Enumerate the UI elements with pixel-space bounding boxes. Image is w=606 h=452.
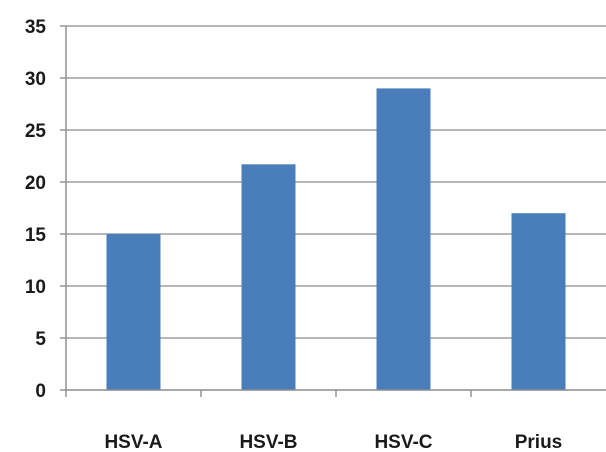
bars	[106, 88, 566, 391]
x-axis-category-labels: HSV-A HSV-B HSV-C Prius	[104, 432, 562, 452]
x-category-label: Prius	[515, 432, 563, 452]
x-category-label: HSV-A	[104, 432, 162, 452]
axes	[60, 25, 606, 397]
y-tick-label: 0	[35, 381, 46, 402]
bar-hsv-c	[376, 88, 431, 391]
y-tick-label: 5	[35, 329, 46, 350]
y-tick-label: 35	[25, 17, 47, 38]
y-tick-label: 20	[25, 173, 46, 194]
x-category-label: HSV-C	[374, 432, 432, 452]
bar-hsv-b	[241, 164, 296, 390]
x-category-label: HSV-B	[239, 432, 297, 452]
y-tick-label: 25	[25, 121, 47, 142]
y-tick-label: 15	[25, 225, 47, 246]
y-tick-label: 10	[25, 277, 46, 298]
y-tick-label: 30	[25, 69, 46, 90]
y-axis-tick-labels: 0 5 10 15 20 25 30 35	[25, 17, 47, 402]
bar-hsv-a	[106, 234, 161, 390]
bar-prius	[511, 213, 566, 390]
